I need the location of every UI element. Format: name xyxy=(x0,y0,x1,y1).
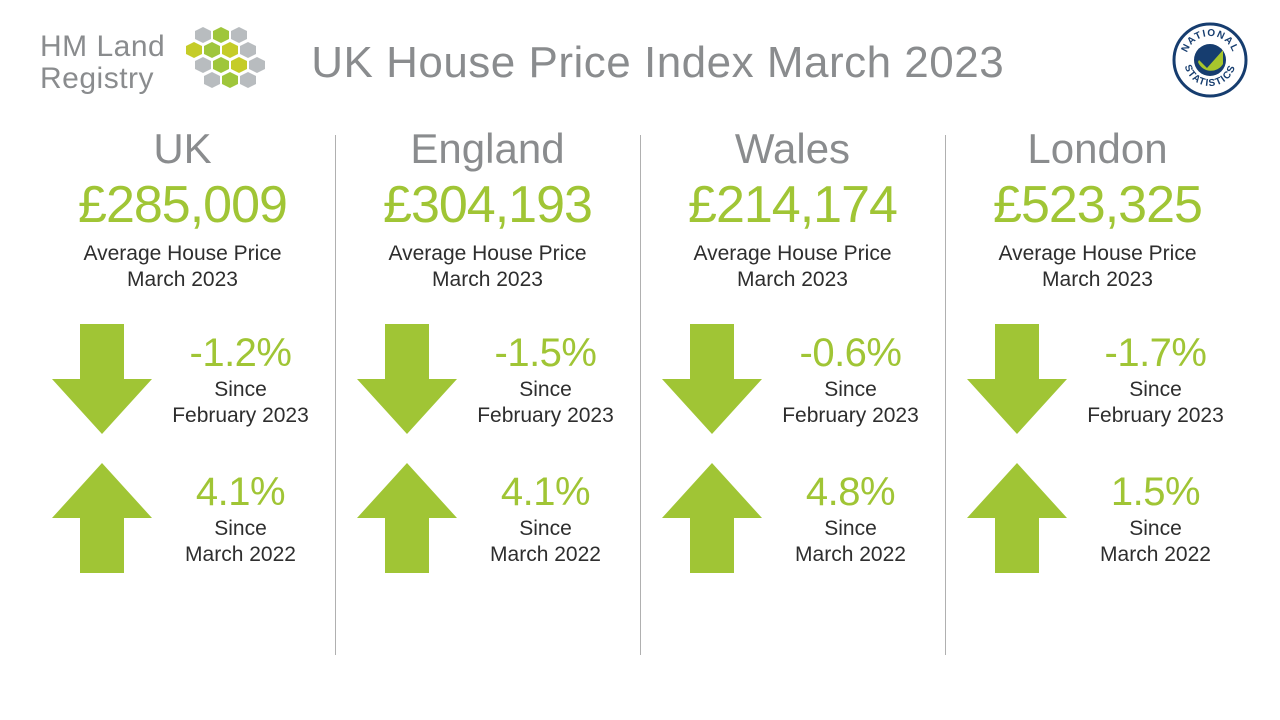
annual-change-row: 4.8% SinceMarch 2022 xyxy=(658,463,927,578)
monthly-since: SinceFebruary 2023 xyxy=(774,377,927,430)
monthly-pct: -0.6% xyxy=(774,333,927,373)
annual-since: SinceMarch 2022 xyxy=(774,516,927,569)
monthly-since: SinceFebruary 2023 xyxy=(1079,377,1232,430)
logo-block: HM Land Registry xyxy=(40,23,271,103)
panel-wales: Wales £214,174 Average House PriceMarch … xyxy=(640,125,945,685)
arrow-up-icon xyxy=(357,463,457,578)
annual-since: SinceMarch 2022 xyxy=(164,516,317,569)
panel-england: England £304,193 Average House PriceMarc… xyxy=(335,125,640,685)
annual-change-text: 4.8% SinceMarch 2022 xyxy=(774,472,927,569)
arrow-up-icon xyxy=(967,463,1067,578)
panels-container: UK £285,009 Average House PriceMarch 202… xyxy=(0,115,1280,705)
average-price: £214,174 xyxy=(658,175,927,235)
annual-pct: 4.1% xyxy=(469,472,622,512)
monthly-change-row: -1.7% SinceFebruary 2023 xyxy=(963,324,1232,439)
arrow-up-icon xyxy=(52,463,152,578)
arrow-down-icon xyxy=(52,324,152,439)
average-price: £523,325 xyxy=(963,175,1232,235)
price-caption: Average House PriceMarch 2023 xyxy=(48,241,317,294)
annual-change-text: 1.5% SinceMarch 2022 xyxy=(1079,472,1232,569)
monthly-pct: -1.5% xyxy=(469,333,622,373)
header: HM Land Registry xyxy=(0,0,1280,115)
annual-change-row: 1.5% SinceMarch 2022 xyxy=(963,463,1232,578)
arrow-up-icon xyxy=(662,463,762,578)
arrow-down-icon xyxy=(967,324,1067,439)
panel-uk: UK £285,009 Average House PriceMarch 202… xyxy=(30,125,335,685)
monthly-change-text: -1.7% SinceFebruary 2023 xyxy=(1079,333,1232,430)
annual-change-text: 4.1% SinceMarch 2022 xyxy=(164,472,317,569)
panel-london: London £523,325 Average House PriceMarch… xyxy=(945,125,1250,685)
monthly-change-row: -0.6% SinceFebruary 2023 xyxy=(658,324,927,439)
annual-change-text: 4.1% SinceMarch 2022 xyxy=(469,472,622,569)
region-name: UK xyxy=(48,125,317,173)
price-caption: Average House PriceMarch 2023 xyxy=(658,241,927,294)
national-statistics-badge-icon: NATIONAL STATISTICS xyxy=(1170,20,1250,105)
hex-logo-icon xyxy=(181,23,271,103)
annual-pct: 1.5% xyxy=(1079,472,1232,512)
region-name: Wales xyxy=(658,125,927,173)
monthly-since: SinceFebruary 2023 xyxy=(469,377,622,430)
monthly-change-text: -1.5% SinceFebruary 2023 xyxy=(469,333,622,430)
arrow-down-icon xyxy=(662,324,762,439)
annual-since: SinceMarch 2022 xyxy=(469,516,622,569)
monthly-change-text: -1.2% SinceFebruary 2023 xyxy=(164,333,317,430)
monthly-pct: -1.7% xyxy=(1079,333,1232,373)
average-price: £285,009 xyxy=(48,175,317,235)
annual-change-row: 4.1% SinceMarch 2022 xyxy=(48,463,317,578)
annual-pct: 4.1% xyxy=(164,472,317,512)
price-caption: Average House PriceMarch 2023 xyxy=(963,241,1232,294)
arrow-down-icon xyxy=(357,324,457,439)
logo-line1: HM Land xyxy=(40,30,165,63)
region-name: London xyxy=(963,125,1232,173)
annual-change-row: 4.1% SinceMarch 2022 xyxy=(353,463,622,578)
monthly-change-row: -1.2% SinceFebruary 2023 xyxy=(48,324,317,439)
average-price: £304,193 xyxy=(353,175,622,235)
monthly-change-row: -1.5% SinceFebruary 2023 xyxy=(353,324,622,439)
logo-line2: Registry xyxy=(40,62,154,95)
monthly-change-text: -0.6% SinceFebruary 2023 xyxy=(774,333,927,430)
monthly-pct: -1.2% xyxy=(164,333,317,373)
monthly-since: SinceFebruary 2023 xyxy=(164,377,317,430)
region-name: England xyxy=(353,125,622,173)
logo-text: HM Land Registry xyxy=(40,31,165,94)
page-title: UK House Price Index March 2023 xyxy=(311,38,1004,88)
annual-pct: 4.8% xyxy=(774,472,927,512)
annual-since: SinceMarch 2022 xyxy=(1079,516,1232,569)
price-caption: Average House PriceMarch 2023 xyxy=(353,241,622,294)
